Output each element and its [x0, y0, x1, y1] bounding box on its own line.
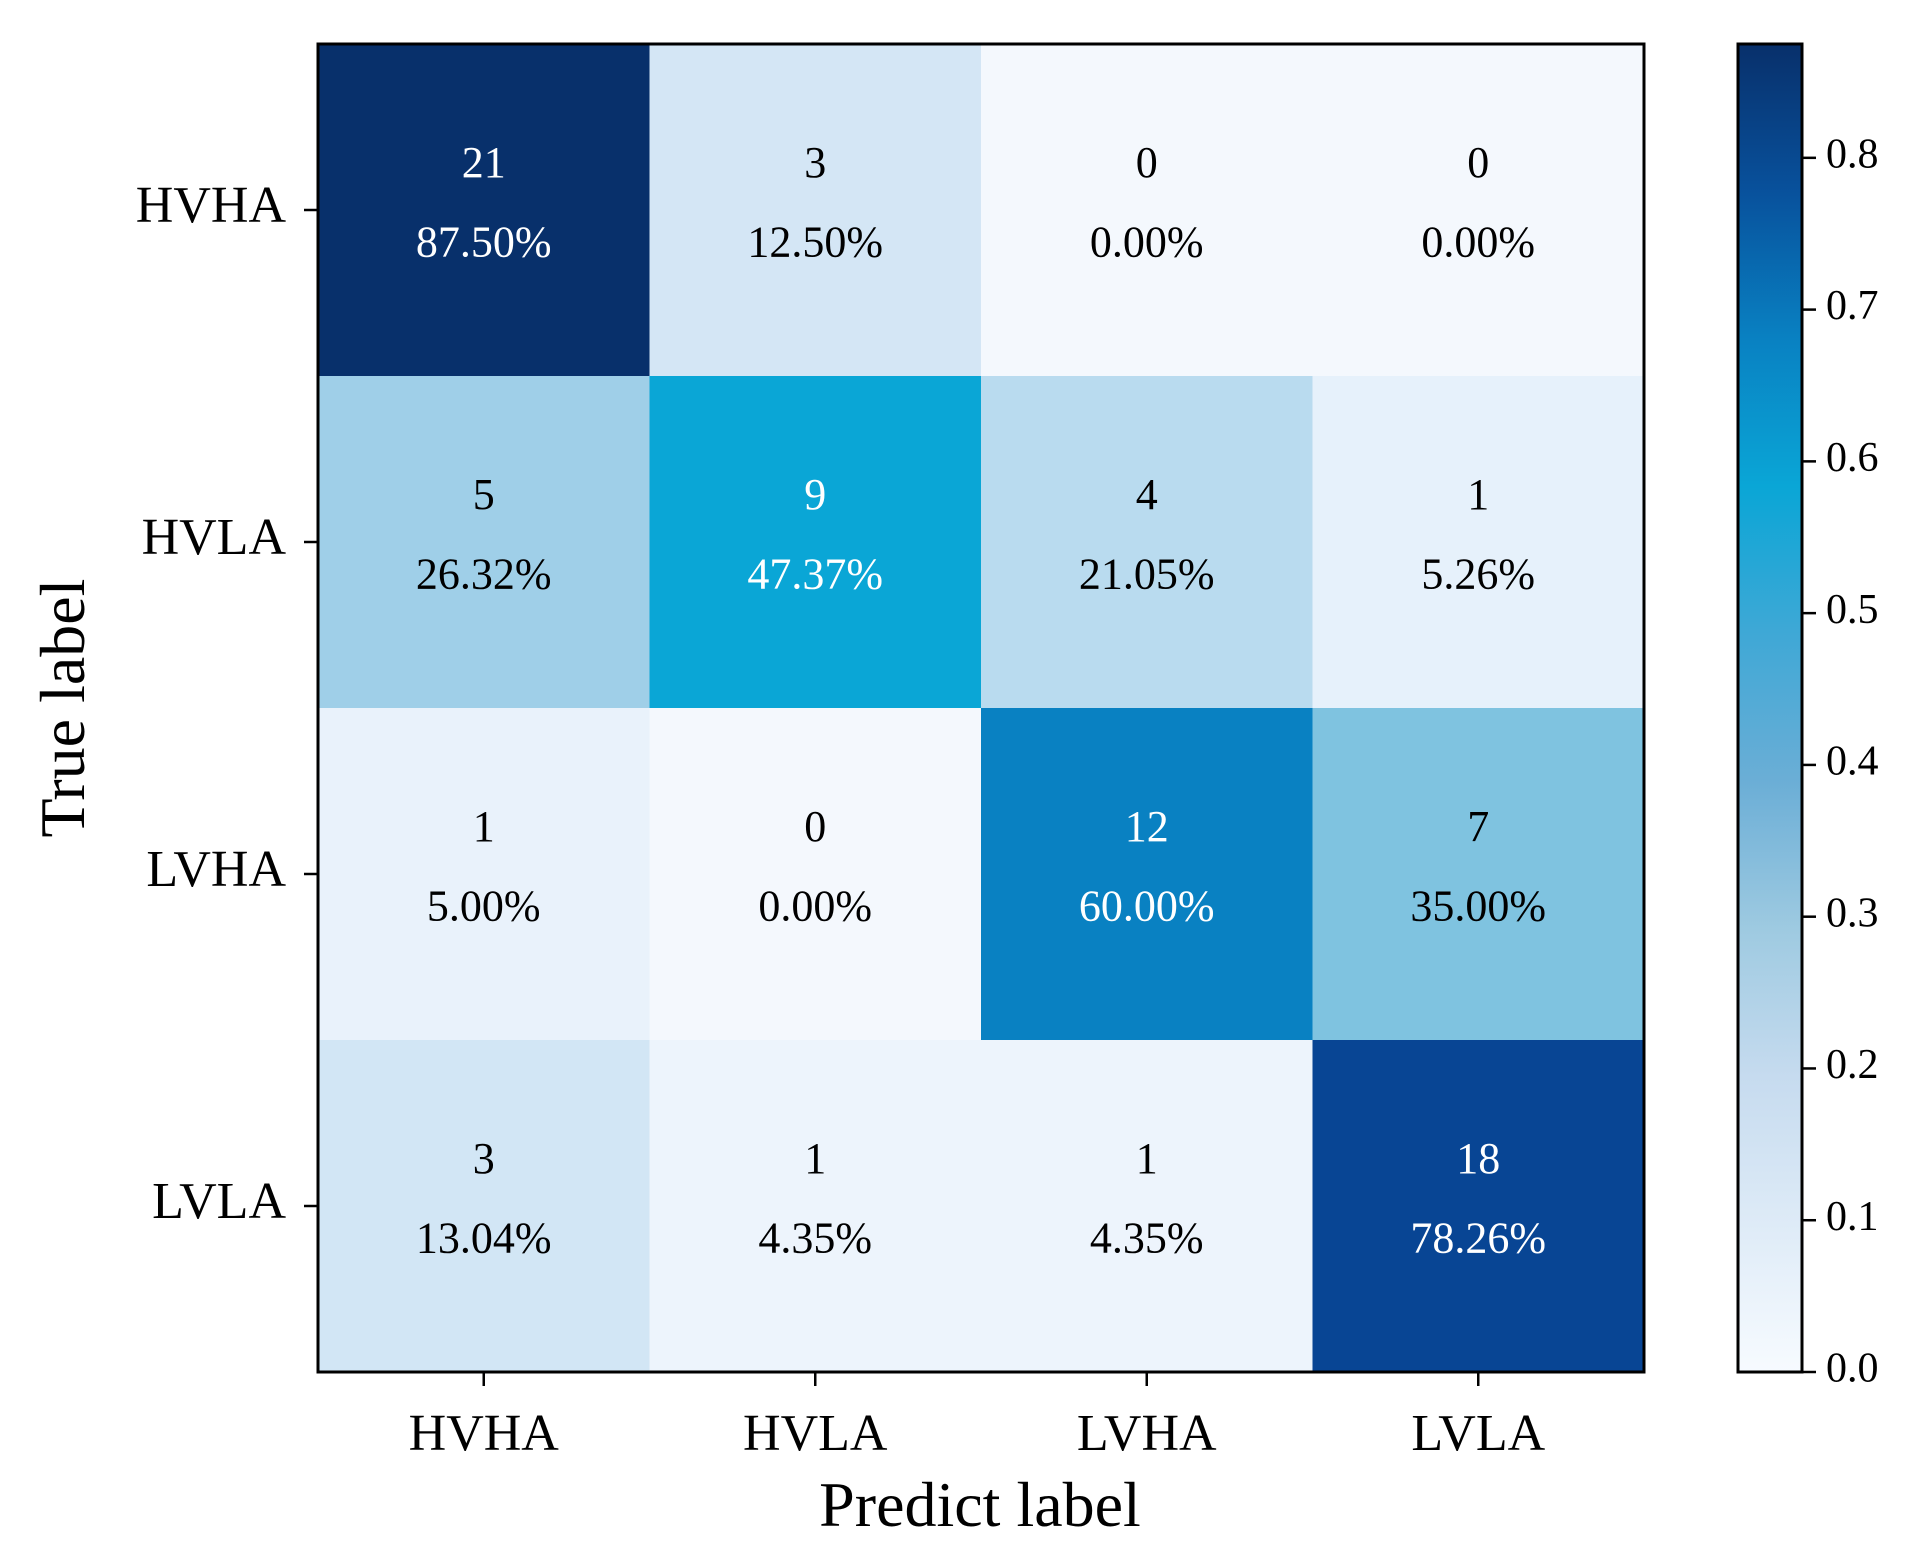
cell-count-label: 3 [473, 1134, 495, 1183]
colorbar-tick-label: 0.1 [1826, 1194, 1879, 1240]
y-tick-label: LVLA [152, 1173, 286, 1230]
cell-percent-label: 5.26% [1421, 550, 1535, 599]
heatmap-cell [649, 708, 982, 1041]
cell-percent-label: 4.35% [758, 1214, 872, 1263]
cell-percent-label: 47.37% [747, 550, 883, 599]
cell-percent-label: 0.00% [1090, 218, 1204, 267]
y-tick-label: HVLA [142, 509, 287, 566]
heatmap-cell [318, 708, 650, 1041]
heatmap-cells: 21 87.50% 3 12.50% 0 0.00% 0 0.00% 5 26.32% 9 47.37… [318, 44, 1645, 1373]
y-tick-label: HVHA [136, 177, 287, 234]
x-tick-label: LVHA [1077, 1405, 1217, 1462]
cell-percent-label: 35.00% [1410, 882, 1546, 931]
cell-count-label: 18 [1456, 1134, 1500, 1183]
y-axis-title: True label [27, 579, 98, 838]
colorbar-tick-label: 0.7 [1826, 283, 1879, 329]
cell-percent-label: 13.04% [416, 1214, 552, 1263]
x-tick-label: HVLA [743, 1405, 888, 1462]
axis-ticks: HVHA HVLA LVHA LVLA HVHA HVLA LVHA LVLA [136, 177, 1546, 1462]
heatmap-cell [981, 1040, 1313, 1373]
colorbar-tick-label: 0.5 [1826, 587, 1879, 633]
colorbar [1736, 42, 1804, 1374]
cell-count-label: 1 [1467, 470, 1489, 519]
cell-count-label: 1 [804, 1134, 826, 1183]
colorbar-ticks: 0.0 0.1 0.2 0.3 0.4 0.5 0.6 0.7 0.8 [1802, 131, 1879, 1392]
cell-count-label: 1 [473, 802, 495, 851]
heatmap-cell [1312, 708, 1645, 1041]
cell-percent-label: 0.00% [758, 882, 872, 931]
cell-percent-label: 78.26% [1410, 1214, 1546, 1263]
cell-percent-label: 26.32% [416, 550, 552, 599]
cell-count-label: 7 [1467, 802, 1489, 851]
x-tick-label: HVHA [409, 1405, 560, 1462]
cell-percent-label: 4.35% [1090, 1214, 1204, 1263]
x-axis-title: Predict label [819, 1469, 1141, 1540]
cell-count-label: 3 [804, 138, 826, 187]
cell-count-label: 1 [1136, 1134, 1158, 1183]
heatmap-cell [318, 376, 650, 709]
cell-count-label: 0 [804, 802, 826, 851]
heatmap-cell [1312, 44, 1645, 377]
cell-count-label: 0 [1136, 138, 1158, 187]
colorbar-tick-label: 0.8 [1826, 131, 1879, 177]
heatmap-cell [981, 708, 1313, 1041]
heatmap-cell [318, 1040, 650, 1373]
colorbar-tick-label: 0.6 [1826, 435, 1879, 481]
cell-percent-label: 21.05% [1079, 550, 1215, 599]
heatmap-cell [1312, 1040, 1645, 1373]
cell-count-label: 5 [473, 470, 495, 519]
cell-count-label: 4 [1136, 470, 1158, 519]
colorbar-tick-label: 0.2 [1826, 1042, 1879, 1088]
cell-percent-label: 60.00% [1079, 882, 1215, 931]
cell-count-label: 21 [462, 138, 506, 187]
colorbar-tick-label: 0.3 [1826, 890, 1879, 936]
plot-frame [316, 42, 1646, 1374]
colorbar-tick-label: 0.0 [1826, 1346, 1879, 1392]
cell-percent-label: 0.00% [1421, 218, 1535, 267]
cell-percent-label: 12.50% [747, 218, 883, 267]
heatmap-cell [981, 376, 1313, 709]
cell-count-label: 0 [1467, 138, 1489, 187]
cell-count-label: 12 [1125, 802, 1169, 851]
colorbar-tick-label: 0.4 [1826, 739, 1879, 785]
heatmap-cell [649, 44, 982, 377]
heatmap-cell [318, 44, 650, 377]
heatmap-cell [1312, 376, 1645, 709]
heatmap-cell [649, 376, 982, 709]
cell-percent-label: 5.00% [427, 882, 541, 931]
heatmap-cell [981, 44, 1313, 377]
y-tick-label: LVHA [146, 841, 286, 898]
cell-percent-label: 87.50% [416, 218, 552, 267]
cell-count-label: 9 [804, 470, 826, 519]
heatmap-cell [649, 1040, 982, 1373]
x-tick-label: LVLA [1411, 1405, 1545, 1462]
